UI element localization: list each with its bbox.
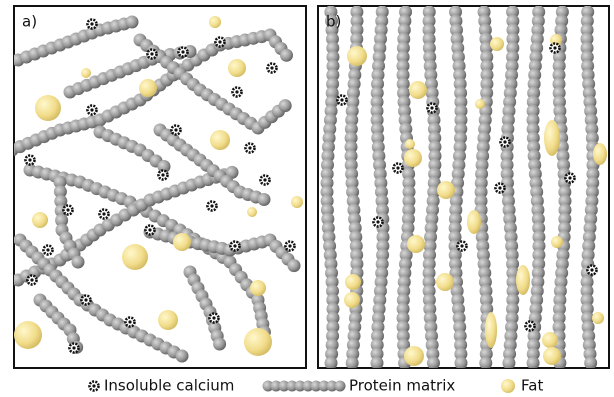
calcium-core (174, 128, 177, 131)
calcium-core (66, 208, 69, 211)
calcium-core (150, 52, 153, 55)
protein-bead (280, 49, 293, 62)
fat-globule (404, 149, 422, 167)
fat-globule (209, 16, 221, 28)
calcium-core (28, 158, 31, 161)
calcium-core (90, 108, 93, 111)
calcium-core (340, 98, 343, 101)
calcium-core (498, 186, 501, 189)
fat-globule (122, 244, 148, 270)
fat-globule (228, 59, 246, 77)
fat-globule (347, 46, 367, 66)
legend-label: Protein matrix (349, 377, 455, 395)
fat-globule (592, 312, 604, 324)
protein-bead (126, 16, 139, 29)
calcium-core (270, 66, 273, 69)
panel-label: b) (326, 13, 341, 31)
fat-globule (210, 130, 230, 150)
calcium-core (148, 228, 151, 231)
fat-globule (437, 181, 455, 199)
panel-label: a) (22, 13, 37, 31)
fat-globule (409, 81, 427, 99)
fat-globule (475, 99, 485, 109)
calcium-core (72, 346, 75, 349)
protein-bead (454, 357, 467, 370)
fat-globule (542, 332, 558, 348)
calcium-core (235, 90, 238, 93)
legend-label: Insoluble calcium (104, 377, 234, 395)
calcium-core (210, 204, 213, 207)
protein-bead (258, 193, 271, 206)
calcium-core (128, 320, 131, 323)
calcium-core (218, 40, 221, 43)
calcium-core (46, 248, 49, 251)
fat-globule (14, 321, 42, 349)
protein-bead (279, 99, 292, 112)
protein-bead (213, 338, 226, 351)
protein-bead (584, 357, 597, 370)
protein-bead (427, 357, 440, 370)
calcium-core (503, 140, 506, 143)
fat-globule (593, 143, 607, 165)
protein-bead (346, 357, 359, 370)
calcium-core (233, 244, 236, 247)
fat-globule (81, 68, 91, 78)
fat-globule (543, 347, 561, 365)
calcium-core (568, 176, 571, 179)
fat-globule (490, 37, 504, 51)
calcium-core (553, 46, 556, 49)
fat-globule (516, 265, 530, 295)
fat-globule (173, 233, 191, 251)
fat-globule (250, 280, 266, 296)
fat-globule (407, 235, 425, 253)
fat-globule (158, 310, 178, 330)
calcium-core (248, 146, 251, 149)
calcium-core (288, 244, 291, 247)
protein-bead (371, 357, 384, 370)
fat-globule (551, 236, 563, 248)
fat-globule (404, 346, 424, 366)
fat-globule (405, 139, 415, 149)
fat-globule (35, 95, 61, 121)
protein-bead (288, 259, 301, 272)
figure: a) b) Insoluble calcium Protein matrix F… (0, 0, 614, 397)
fat-globule (344, 292, 360, 308)
calcium-core (528, 324, 531, 327)
calcium-core (396, 166, 399, 169)
calcium-core (84, 298, 87, 301)
calcium-core (430, 106, 433, 109)
calcium-core (30, 278, 33, 281)
fat-globule (436, 273, 454, 291)
fat-globule (544, 120, 560, 156)
protein-bead (176, 350, 189, 363)
fat-globule (501, 379, 515, 393)
calcium-core (376, 220, 379, 223)
fat-globule (139, 79, 157, 97)
fat-globule (244, 328, 272, 356)
calcium-core (102, 212, 105, 215)
protein-bead (72, 256, 85, 269)
calcium-core (181, 50, 184, 53)
calcium-core (460, 244, 463, 247)
calcium-core (263, 178, 266, 181)
calcium-core (92, 384, 95, 387)
calcium-core (590, 268, 593, 271)
fat-globule (485, 312, 497, 348)
legend-label: Fat (521, 377, 543, 395)
fat-globule (291, 196, 303, 208)
protein-bead (502, 357, 515, 370)
fat-globule (247, 207, 257, 217)
protein-bead (479, 357, 492, 370)
calcium-core (212, 316, 215, 319)
protein-bead (325, 357, 338, 370)
fat-globule (345, 274, 361, 290)
fat-globule (32, 212, 48, 228)
fat-globule (467, 210, 481, 234)
protein-bead (335, 381, 346, 392)
calcium-core (90, 22, 93, 25)
calcium-core (161, 173, 164, 176)
protein-bead (527, 357, 540, 370)
